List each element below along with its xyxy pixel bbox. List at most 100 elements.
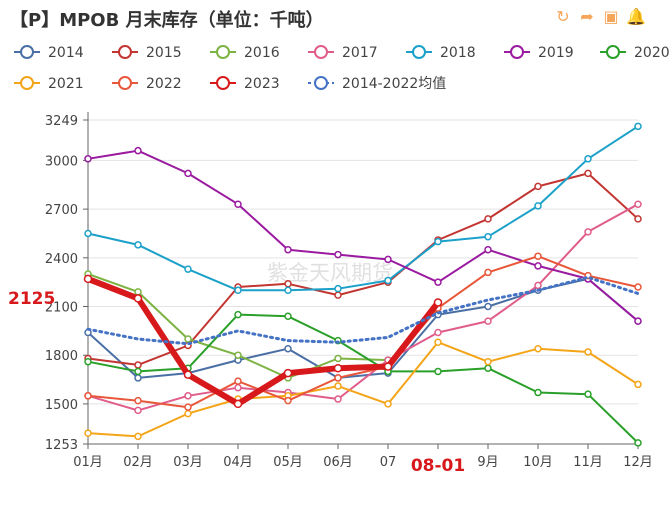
data-point	[334, 395, 342, 403]
data-point	[233, 399, 243, 409]
data-point	[634, 439, 642, 447]
legend-swatch-marker	[216, 76, 230, 90]
data-point	[333, 363, 343, 373]
legend-label: 2017	[342, 45, 378, 61]
legend-item-2018[interactable]: 2018	[406, 45, 476, 61]
legend-item-2015[interactable]: 2015	[112, 45, 182, 61]
legend-swatch-marker	[118, 45, 132, 59]
legend-item-2021[interactable]: 2021	[14, 76, 84, 92]
legend-item-2020[interactable]: 2020	[600, 45, 670, 61]
legend-label: 2020	[634, 45, 670, 61]
data-point	[134, 146, 142, 155]
x-tick-label: 02月	[123, 455, 153, 470]
data-point	[634, 215, 642, 223]
series-2023	[83, 274, 443, 409]
legend-label: 2014-2022均值	[342, 76, 446, 92]
chart-toolbox: ↻ ➦ ▣ 🔔	[554, 7, 646, 26]
data-point	[334, 250, 342, 259]
series-line	[86, 275, 640, 346]
data-point	[284, 280, 292, 288]
data-point	[334, 374, 342, 382]
share-icon[interactable]: ➦	[580, 7, 594, 26]
data-point	[284, 396, 292, 405]
data-point	[434, 237, 442, 246]
data-point	[284, 245, 292, 254]
legend-item-2014-2022均值[interactable]: 2014-2022均值	[308, 76, 446, 92]
data-point	[534, 202, 542, 210]
data-point	[134, 406, 142, 415]
data-point	[384, 255, 392, 264]
data-point	[584, 155, 592, 163]
data-point	[383, 362, 393, 371]
data-point	[184, 265, 192, 273]
data-point	[484, 268, 492, 277]
data-point	[334, 291, 342, 299]
legend-label: 2018	[440, 45, 476, 61]
data-point	[134, 241, 142, 249]
data-point	[284, 344, 292, 353]
data-point	[534, 388, 542, 397]
data-point	[584, 169, 592, 178]
legend-item-2014[interactable]: 2014	[14, 45, 84, 61]
data-point	[134, 367, 142, 376]
series-2019	[84, 146, 642, 325]
series-line	[87, 203, 639, 412]
data-point	[84, 392, 92, 400]
legend-label: 2019	[538, 45, 574, 61]
y-tick-label: 1500	[45, 398, 78, 413]
x-tick-label: 01月	[73, 455, 103, 470]
legend-label: 2021	[48, 76, 84, 92]
x-tick-label: 9月	[477, 455, 498, 470]
highlight-x-label: 08-01	[411, 456, 465, 476]
data-point	[234, 200, 242, 208]
data-point	[334, 354, 342, 363]
x-tick-label: 07	[380, 455, 397, 470]
data-point	[434, 328, 442, 337]
refresh-icon[interactable]: ↻	[556, 7, 570, 26]
data-point	[584, 228, 592, 236]
data-point	[84, 229, 92, 238]
legend-label: 2014	[48, 45, 84, 61]
data-point	[184, 403, 192, 411]
legend-label: 2022	[146, 76, 182, 92]
data-point	[134, 432, 142, 441]
legend-swatch-marker	[314, 45, 328, 59]
data-point	[284, 312, 292, 321]
data-point	[534, 344, 542, 353]
legend-item-2019[interactable]: 2019	[504, 45, 574, 61]
data-point	[634, 380, 642, 389]
legend-item-2017[interactable]: 2017	[308, 45, 378, 61]
data-point	[634, 283, 642, 291]
legend-item-2023[interactable]: 2023	[210, 76, 280, 92]
data-point	[283, 368, 293, 378]
series-line	[87, 313, 639, 444]
y-tick-label: 3000	[45, 154, 78, 169]
legend-swatch-marker	[118, 76, 132, 90]
data-point	[234, 351, 242, 359]
series-2021	[84, 338, 642, 441]
series-line	[87, 277, 639, 379]
data-point	[234, 377, 242, 385]
data-point	[634, 122, 642, 131]
legend-label: 2016	[244, 45, 280, 61]
data-point	[134, 288, 142, 296]
data-point	[84, 357, 92, 366]
data-point	[234, 286, 242, 295]
x-tick-label: 04月	[223, 455, 253, 470]
legend-swatch-marker	[20, 45, 34, 59]
legend-item-2022[interactable]: 2022	[112, 76, 182, 92]
y-tick-label: 2400	[45, 252, 78, 267]
data-point	[484, 357, 492, 366]
data-point	[83, 274, 93, 284]
data-point	[484, 317, 492, 325]
save-image-icon[interactable]: ▣	[603, 7, 619, 26]
legend-item-2016[interactable]: 2016	[210, 45, 280, 61]
legend-swatch-marker	[606, 45, 620, 59]
data-point	[134, 361, 142, 369]
bell-icon[interactable]: 🔔	[626, 7, 646, 26]
data-point	[184, 409, 192, 418]
y-tick-label: 1800	[45, 349, 78, 364]
legend-swatch-marker	[20, 76, 34, 90]
data-point	[584, 348, 592, 356]
